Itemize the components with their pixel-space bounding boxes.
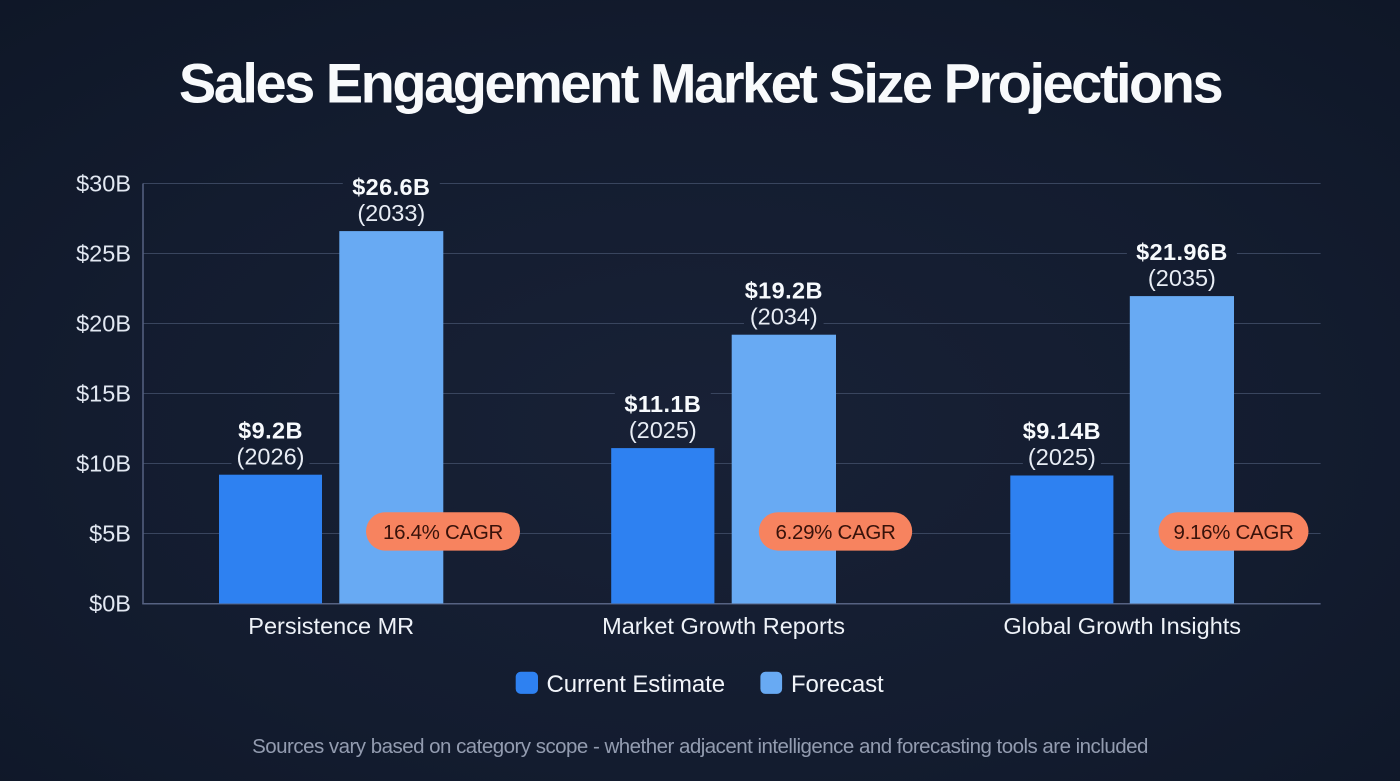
svg-text:$30B: $30B bbox=[76, 171, 131, 197]
svg-text:$21.96B: $21.96B bbox=[1136, 239, 1228, 265]
svg-text:Forecast: Forecast bbox=[791, 671, 884, 698]
svg-text:(2025): (2025) bbox=[629, 417, 697, 443]
svg-text:9.16% CAGR: 9.16% CAGR bbox=[1173, 521, 1293, 544]
svg-text:Sources vary based on category: Sources vary based on category scope - w… bbox=[252, 735, 1148, 758]
svg-text:(2026): (2026) bbox=[237, 443, 305, 469]
svg-text:Global Growth Insights: Global Growth Insights bbox=[1003, 613, 1241, 639]
svg-text:$9.2B: $9.2B bbox=[238, 417, 303, 443]
svg-text:$20B: $20B bbox=[76, 311, 131, 337]
svg-text:$11.1B: $11.1B bbox=[624, 391, 701, 417]
svg-text:(2033): (2033) bbox=[357, 200, 425, 226]
svg-text:$5B: $5B bbox=[89, 521, 131, 547]
svg-text:Sales Engagement Market Size P: Sales Engagement Market Size Projections bbox=[179, 51, 1222, 114]
svg-text:(2034): (2034) bbox=[750, 303, 818, 329]
svg-text:Current Estimate: Current Estimate bbox=[547, 671, 725, 698]
svg-text:16.4% CAGR: 16.4% CAGR bbox=[383, 521, 503, 544]
svg-text:Persistence MR: Persistence MR bbox=[248, 613, 414, 639]
svg-text:$0B: $0B bbox=[89, 591, 131, 617]
svg-text:$10B: $10B bbox=[76, 451, 131, 477]
svg-text:$15B: $15B bbox=[76, 381, 131, 407]
svg-text:Market Growth Reports: Market Growth Reports bbox=[602, 613, 845, 639]
svg-text:6.29% CAGR: 6.29% CAGR bbox=[775, 521, 895, 544]
svg-text:$25B: $25B bbox=[76, 241, 131, 267]
svg-text:$26.6B: $26.6B bbox=[352, 174, 430, 200]
svg-text:(2035): (2035) bbox=[1148, 265, 1216, 291]
svg-text:(2025): (2025) bbox=[1028, 444, 1096, 470]
svg-text:$19.2B: $19.2B bbox=[745, 277, 823, 303]
svg-text:$9.14B: $9.14B bbox=[1023, 418, 1101, 444]
